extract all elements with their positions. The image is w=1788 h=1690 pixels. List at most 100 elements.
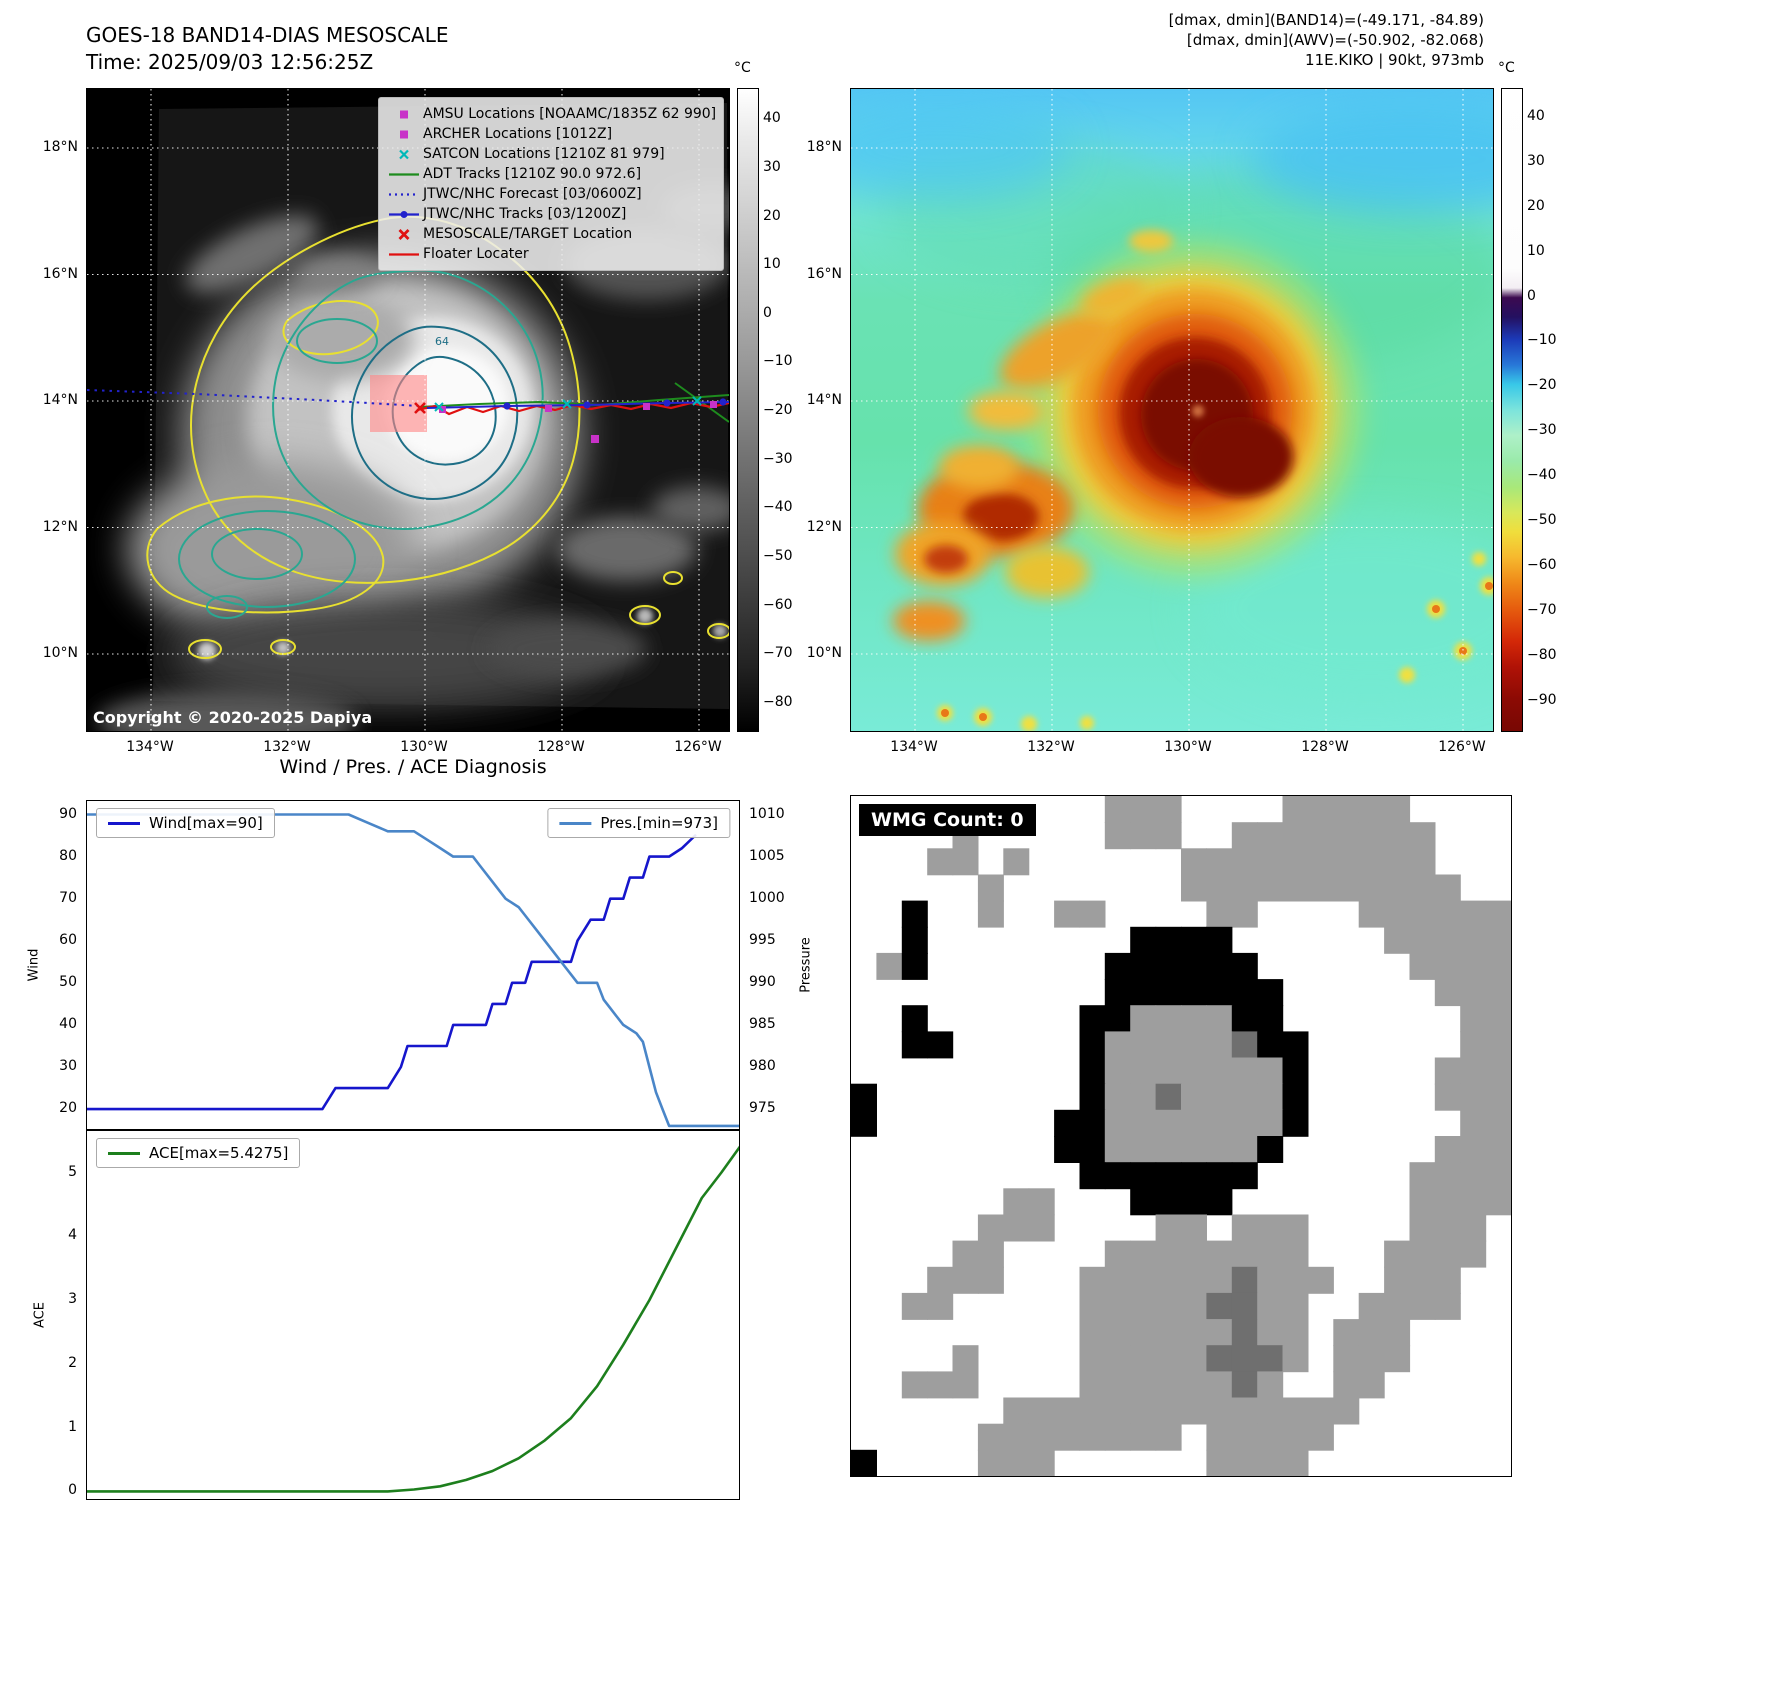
storm-id-intensity: 11E.KIKO | 90kt, 973mb: [1305, 51, 1484, 69]
floater-line-icon: [387, 247, 423, 262]
colorbar-tick: −40: [763, 499, 793, 516]
left-axis-tick: 0: [68, 1482, 77, 1499]
colorbar-tick: −80: [1527, 646, 1557, 663]
lon-tick-label: 134°W: [890, 739, 938, 755]
legend-item: JTWC/NHC Forecast [03/0600Z]: [387, 184, 715, 204]
legend-label: Floater Locater: [423, 246, 529, 262]
legend-label: AMSU Locations [NOAAMC/1835Z 62 990]: [423, 106, 717, 122]
tl-title-block: GOES-18 BAND14-DIAS MESOSCALE Time: 2025…: [86, 22, 449, 76]
target-x-icon: [387, 227, 423, 242]
adt-line-icon: [387, 167, 423, 182]
mesoscale-target-box: [370, 375, 427, 432]
storm-eye: [1192, 405, 1204, 417]
colorbar-tick: 40: [763, 110, 781, 127]
left-axis-tick: 80: [59, 847, 77, 864]
adt-track-line: [418, 394, 729, 408]
legend-label: ARCHER Locations [1012Z]: [423, 126, 613, 142]
track-overlays: [87, 382, 729, 443]
colorbar-tick: −20: [763, 402, 793, 418]
forecast-dotted-icon: [387, 187, 423, 202]
series-line: [87, 813, 739, 1128]
legend-item: ARCHER Locations [1012Z]: [387, 124, 715, 144]
chart-title: Wind / Pres. / ACE Diagnosis: [279, 756, 547, 778]
right-axis-tick: 1005: [749, 847, 785, 864]
colorbar-tick: −90: [1527, 691, 1557, 708]
left-axis-tick: 90: [59, 805, 77, 822]
lat-tick-label: 14°N: [806, 392, 842, 408]
left-axis-tick: 50: [59, 973, 77, 990]
chart-legend: ACE[max=5.4275]: [96, 1138, 301, 1168]
right-axis-tick: 1010: [749, 805, 785, 822]
amsu-square-icon: [387, 107, 423, 122]
west-convection: [893, 230, 1173, 641]
wmg-panel: WMG Count: 0: [850, 795, 1512, 1477]
lon-tick-label: 130°W: [400, 739, 448, 755]
wind-axis-label: Wind: [26, 948, 42, 982]
left-axis-tick: 1: [68, 1418, 77, 1435]
left-axis-tick: 5: [68, 1163, 77, 1180]
colorbar-tick: −70: [1527, 601, 1557, 618]
series-line: [87, 834, 697, 1111]
lat-tick-label: 10°N: [42, 645, 78, 661]
lat-tick-label: 16°N: [806, 265, 842, 282]
legend-item: MESOSCALE/TARGET Location: [387, 224, 715, 244]
legend-label: JTWC/NHC Forecast [03/0600Z]: [423, 186, 642, 202]
colorbar-tick: −30: [763, 450, 793, 467]
colorbar-tick: 10: [763, 256, 781, 273]
outer-speckles: [937, 552, 1493, 731]
satcon-markers: [434, 396, 702, 412]
colorbar-tick: 40: [1527, 107, 1545, 124]
legend-label: ADT Tracks [1210Z 90.0 972.6]: [423, 166, 642, 182]
legend-item: ADT Tracks [1210Z 90.0 972.6]: [387, 164, 715, 184]
legend-series-label: Wind[max=90]: [149, 814, 263, 832]
legend-item: JTWC/NHC Tracks [03/1200Z]: [387, 204, 715, 224]
series-line: [87, 1145, 739, 1493]
map-legend: AMSU Locations [NOAAMC/1835Z 62 990] ARCH…: [378, 97, 724, 271]
left-axis-tick: 60: [59, 931, 77, 948]
satcon-x-icon: [387, 147, 423, 162]
ir-contours: 64: [146, 215, 729, 659]
colorbar-tick: 0: [763, 304, 772, 321]
lat-tick-label: 12°N: [42, 518, 78, 535]
colorbar-tick: −10: [763, 353, 793, 370]
lon-tick-label: 130°W: [1164, 739, 1212, 755]
legend-series-label: ACE[max=5.4275]: [149, 1144, 289, 1162]
lat-tick-label: 10°N: [806, 645, 842, 661]
ir-satellite-map: 64: [86, 88, 730, 732]
jtwc-track-points: [503, 398, 727, 410]
lon-tick-label: 132°W: [263, 739, 311, 755]
enhanced-ir-image: [851, 89, 1493, 731]
legend-label: JTWC/NHC Tracks [03/1200Z]: [423, 206, 627, 222]
left-axis-tick: 3: [68, 1291, 77, 1308]
colorbar-tick: −60: [763, 596, 793, 613]
lon-tick-label: 128°W: [1301, 739, 1349, 755]
colorbar-tick: −20: [1527, 377, 1557, 394]
lat-tick-label: 18°N: [806, 139, 842, 155]
archer-square-icon: [387, 127, 423, 142]
lat-tick-label: 12°N: [806, 518, 842, 535]
tr-header: [dmax, dmin](BAND14)=(-49.171, -84.89) […: [900, 10, 1484, 70]
map-grid-lines: [851, 89, 1493, 731]
colorbar-tick: −30: [1527, 422, 1557, 439]
tr-colorbar-unit: °C: [1498, 60, 1515, 76]
dmax-dmin-awv: [dmax, dmin](AWV)=(-50.902, -82.068): [1186, 31, 1484, 49]
lon-tick-label: 134°W: [126, 739, 174, 755]
colorbar-tick: −50: [763, 547, 793, 564]
tl-timestamp: Time: 2025/09/03 12:56:25Z: [86, 50, 374, 74]
colorbar-tick: 30: [763, 158, 781, 175]
colorbar-tick: −10: [1527, 332, 1557, 349]
tl-colorbar: 40 30 20 10 0 −10 −20 −30 −40 −50 −60 −70 −80: [737, 88, 793, 732]
lon-tick-label: 128°W: [537, 739, 585, 755]
colorbar-tick: 0: [1527, 287, 1536, 304]
tl-colorbar-unit: °C: [734, 60, 751, 76]
right-axis-tick: 1000: [749, 889, 785, 906]
enhanced-ir-map: [850, 88, 1494, 732]
dmax-dmin-band14: [dmax, dmin](BAND14)=(-49.171, -84.89): [1168, 11, 1484, 29]
lon-tick-label: 126°W: [1438, 739, 1486, 755]
left-axis-tick: 2: [68, 1354, 77, 1371]
right-axis-tick: 995: [749, 931, 776, 948]
colorbar-tick: −60: [1527, 556, 1557, 573]
colorbar-tick: 10: [1527, 242, 1545, 259]
left-axis-tick: 20: [59, 1100, 77, 1117]
colorbar-tick: −50: [1527, 512, 1557, 528]
